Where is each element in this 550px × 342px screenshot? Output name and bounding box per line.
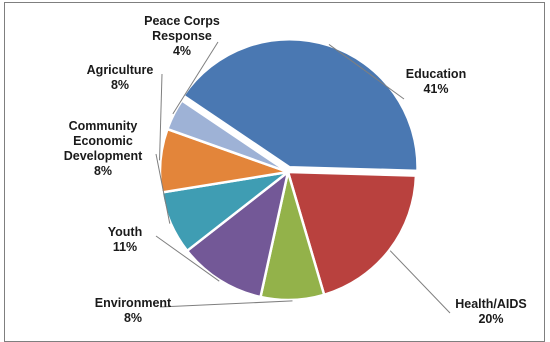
- leader-line: [328, 44, 405, 100]
- pie-chart: Education 41%Health/AIDS 20%Environment 8%Y…: [64, 14, 527, 326]
- slice-name: Community: [69, 119, 138, 133]
- slice-label: Agriculture 8%: [87, 63, 154, 92]
- slice-name: Development: [64, 149, 143, 163]
- slice-label: Health/AIDS 20%: [455, 297, 527, 326]
- leader-line: [159, 73, 163, 161]
- slice-percent: 20%: [478, 312, 503, 326]
- slice-percent: 4%: [173, 44, 191, 58]
- leader-line: [155, 235, 220, 282]
- pie-slice-education: [181, 38, 419, 173]
- slice-percent: 11%: [113, 240, 137, 254]
- pie-slice-health-aids: [286, 170, 418, 297]
- slice-name: Environment: [95, 296, 172, 310]
- pie-slices: [158, 38, 419, 302]
- leader-lines: [155, 41, 451, 314]
- slice-label: Community Economic Development 8%: [64, 119, 143, 178]
- slice-percent: 41%: [423, 82, 448, 96]
- slice-label: Peace Corps Response 4%: [144, 14, 220, 58]
- leader-line: [172, 41, 219, 115]
- slice-label: Education 41%: [406, 67, 466, 96]
- leader-line: [159, 300, 293, 308]
- slice-name: Peace Corps: [144, 14, 220, 28]
- slice-name: Education: [406, 67, 466, 81]
- slice-name: Agriculture: [87, 63, 154, 77]
- slice-labels: Education 41%Health/AIDS 20%Environment 8%Y…: [64, 14, 527, 326]
- slice-percent: 8%: [111, 78, 129, 92]
- slice-percent: 8%: [124, 311, 142, 325]
- slice-name: Youth: [108, 225, 142, 239]
- pie-slice-youth: [185, 168, 290, 299]
- leader-line: [155, 153, 171, 224]
- leader-line: [389, 250, 451, 314]
- slice-label: Environment 8%: [95, 296, 172, 325]
- slice-label: Youth 11%: [108, 225, 142, 254]
- slice-name: Response: [152, 29, 212, 43]
- slice-name: Economic: [73, 134, 133, 148]
- slice-name: Health/AIDS: [455, 297, 527, 311]
- slice-percent: 8%: [94, 164, 112, 178]
- pie-slice-peace-corps-response: [165, 98, 289, 174]
